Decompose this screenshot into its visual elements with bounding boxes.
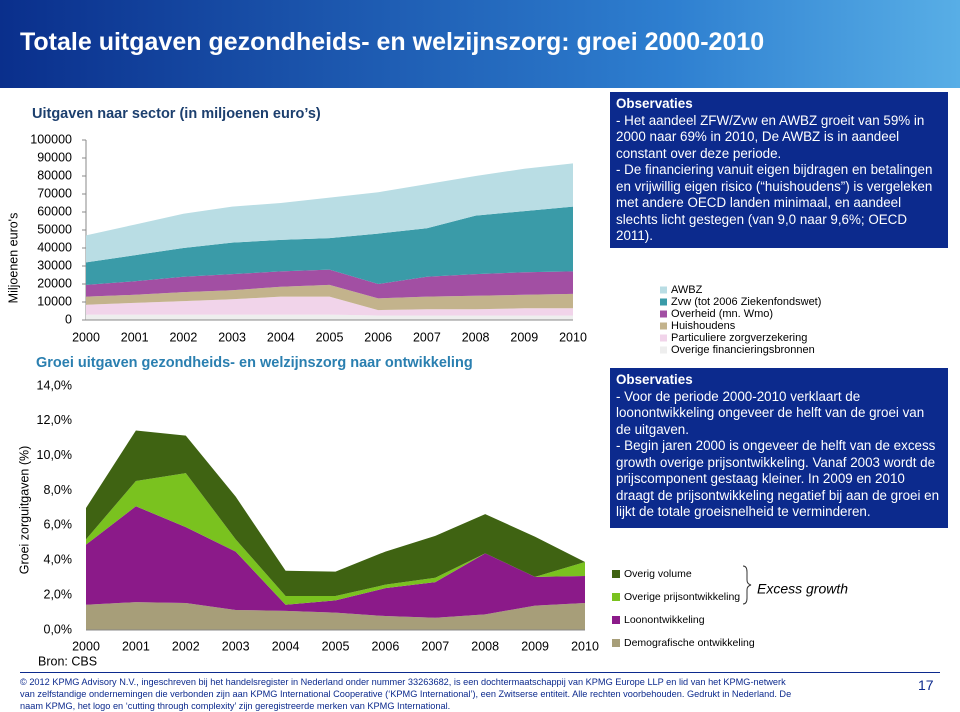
legend-label: Demografische ontwikkeling xyxy=(624,637,755,649)
y-tick-label: 90000 xyxy=(37,150,72,164)
legend-label: AWBZ xyxy=(671,284,703,296)
legend-swatch xyxy=(660,310,667,318)
header-band: Totale uitgaven gezondheids- en welzijns… xyxy=(0,0,960,88)
x-tick-label: 2008 xyxy=(462,330,490,344)
source: Bron: CBS xyxy=(38,654,97,668)
y-tick-label: 40000 xyxy=(37,240,72,254)
area xyxy=(86,602,585,630)
bracket xyxy=(742,565,752,605)
y-tick-label: 8,0% xyxy=(44,483,73,497)
legend-label: Huishoudens xyxy=(671,320,736,332)
chart-title: Uitgaven naar sector (in miljoenen euro’… xyxy=(32,106,321,122)
x-tick-label: 2009 xyxy=(521,639,549,653)
observation-title: Observaties xyxy=(616,96,693,111)
x-tick-label: 2001 xyxy=(122,639,150,653)
legend-swatch xyxy=(612,593,620,601)
x-tick-label: 2000 xyxy=(72,330,100,344)
page-number: 17 xyxy=(918,677,934,693)
x-tick-label: 2008 xyxy=(471,639,499,653)
y-tick-label: 20000 xyxy=(37,276,72,290)
footer-line: © 2012 KPMG Advisory N.V., ingeschreven … xyxy=(20,677,786,687)
legend-swatch xyxy=(660,334,667,342)
area xyxy=(86,506,585,618)
annotation: Excess growth xyxy=(757,581,848,597)
observation-text: - Het aandeel ZFW/Zvw en AWBZ groeit van… xyxy=(616,112,925,161)
y-tick-label: 10,0% xyxy=(37,448,72,462)
observation-text: - De financiering vanuit eigen bijdragen… xyxy=(616,162,933,243)
legend-swatch xyxy=(612,639,620,647)
y-tick-label: 2,0% xyxy=(44,587,73,601)
y-tick-label: 14,0% xyxy=(37,378,72,392)
x-tick-label: 2010 xyxy=(571,639,599,653)
x-tick-label: 2003 xyxy=(222,639,250,653)
legend-label: Overheid (mn. Wmo) xyxy=(671,308,773,320)
x-tick-label: 2002 xyxy=(169,330,197,344)
y-tick-label: 70000 xyxy=(37,186,72,200)
y-tick-label: 100000 xyxy=(30,132,72,146)
x-tick-label: 2004 xyxy=(267,330,295,344)
legend-label: Loonontwikkeling xyxy=(624,614,705,626)
chart-title: Groei uitgaven gezondheids- en welzijnsz… xyxy=(36,355,473,371)
area xyxy=(86,430,585,597)
x-tick-label: 2009 xyxy=(510,330,538,344)
area xyxy=(86,473,585,605)
y-tick-label: 12,0% xyxy=(37,413,72,427)
legend-swatch xyxy=(660,298,667,306)
observation-text: - Begin jaren 2000 is ongeveer de helft … xyxy=(616,438,940,519)
y-axis-label: Groei zorguitgaven (%) xyxy=(17,446,31,575)
legend-swatch xyxy=(612,616,620,624)
observation-text: - Voor de periode 2000-2010 verklaart de… xyxy=(616,388,925,437)
x-tick-label: 2007 xyxy=(413,330,441,344)
x-tick-label: 2000 xyxy=(72,639,100,653)
area xyxy=(86,269,573,299)
legend-swatch xyxy=(660,322,667,330)
y-tick-label: 60000 xyxy=(37,204,72,218)
legend-label: Overig volume xyxy=(624,568,692,580)
legend-swatch xyxy=(660,286,667,294)
y-axis-label: Miljoenen euro's xyxy=(6,213,20,304)
y-tick-label: 30000 xyxy=(37,258,72,272)
x-tick-label: 2001 xyxy=(121,330,149,344)
x-tick-label: 2002 xyxy=(172,639,200,653)
footer-line: naam KPMG, het logo en ‘cutting through … xyxy=(20,701,451,711)
observation-box: Observaties - Voor de periode 2000-2010 … xyxy=(610,368,948,528)
x-tick-label: 2005 xyxy=(322,639,350,653)
legend-label: Particuliere zorgverzekering xyxy=(671,332,807,344)
area xyxy=(86,163,573,263)
x-tick-label: 2006 xyxy=(371,639,399,653)
y-tick-label: 80000 xyxy=(37,168,72,182)
legend-label: Overige prijsontwikkeling xyxy=(624,591,740,603)
area xyxy=(86,314,573,320)
legend-label: Overige financieringsbronnen xyxy=(671,344,815,356)
y-tick-label: 6,0% xyxy=(44,518,73,532)
legend-label: Zvw (tot 2006 Ziekenfondswet) xyxy=(671,296,821,308)
x-tick-label: 2006 xyxy=(364,330,392,344)
area xyxy=(86,206,573,285)
legend-swatch xyxy=(660,346,667,354)
y-tick-label: 50000 xyxy=(37,222,72,236)
area xyxy=(86,284,573,311)
x-tick-label: 2005 xyxy=(316,330,344,344)
footer: © 2012 KPMG Advisory N.V., ingeschreven … xyxy=(20,676,791,712)
x-tick-label: 2004 xyxy=(272,639,300,653)
footer-rule xyxy=(20,672,940,673)
legend-swatch xyxy=(612,570,620,578)
area xyxy=(86,296,573,316)
slide-title: Totale uitgaven gezondheids- en welzijns… xyxy=(20,28,765,56)
y-tick-label: 0 xyxy=(65,312,72,326)
observation-box: Observaties - Het aandeel ZFW/Zvw en AWB… xyxy=(610,92,948,248)
y-tick-label: 10000 xyxy=(37,294,72,308)
x-tick-label: 2007 xyxy=(421,639,449,653)
y-tick-label: 0,0% xyxy=(44,622,73,636)
observation-title: Observaties xyxy=(616,372,693,387)
footer-line: van zelfstandige ondernemingen die verbo… xyxy=(20,689,792,699)
x-tick-label: 2003 xyxy=(218,330,246,344)
x-tick-label: 2010 xyxy=(559,330,587,344)
y-tick-label: 4,0% xyxy=(44,553,73,567)
